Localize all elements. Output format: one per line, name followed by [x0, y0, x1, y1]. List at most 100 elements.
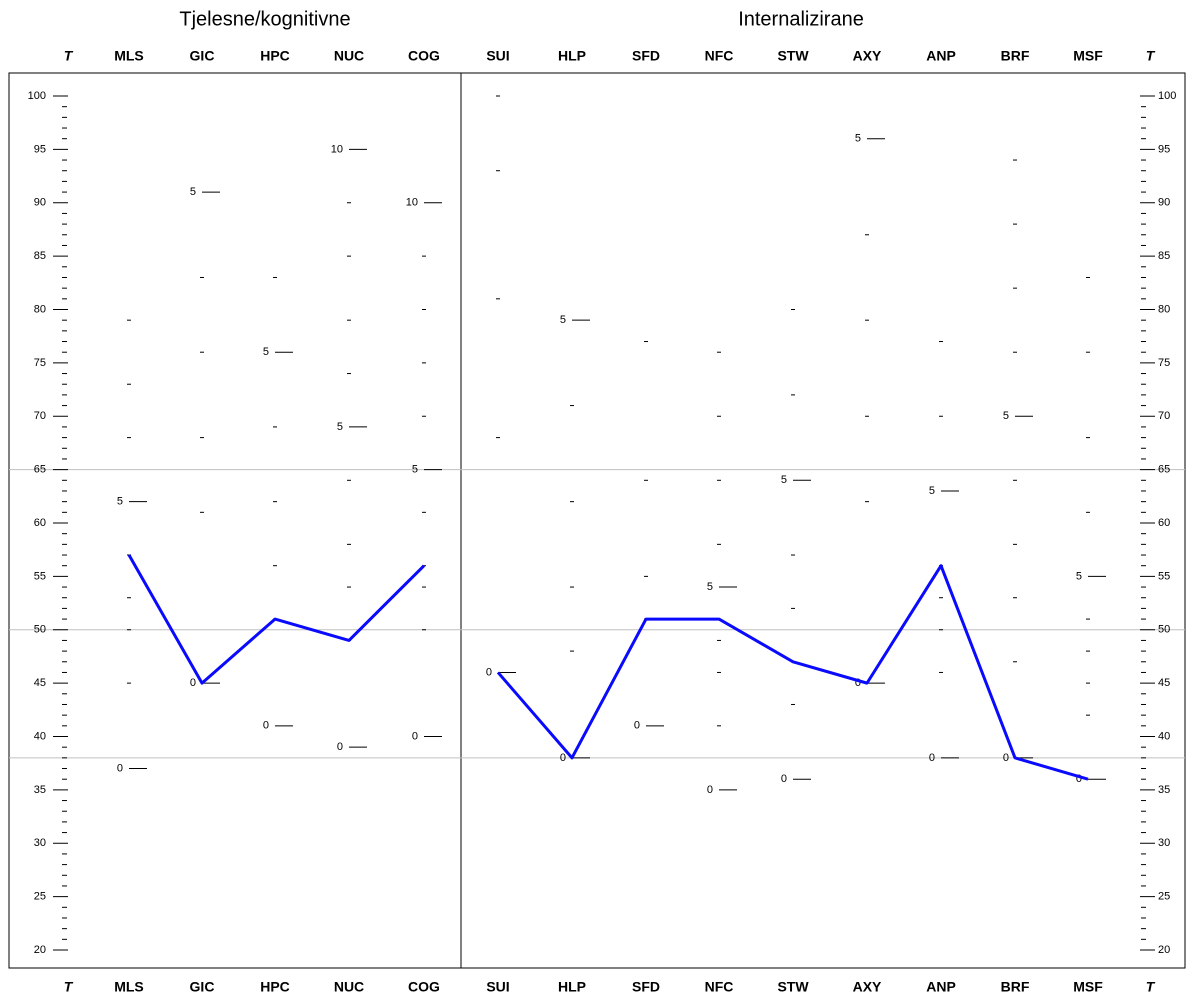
y-tick-label: 80: [1158, 303, 1170, 315]
plot-frame: [8, 72, 1186, 969]
y-tick-label: 35: [34, 784, 46, 796]
axis-label: T: [1146, 48, 1156, 64]
y-tick-label: 65: [34, 464, 46, 476]
profile-line: [496, 564, 1089, 781]
raw-score-label: 5: [263, 346, 269, 358]
scale-footer: ANP: [926, 979, 956, 995]
scale-header: NFC: [705, 48, 734, 64]
scale-footer: NUC: [334, 979, 364, 995]
raw-score-label: 10: [406, 197, 418, 209]
y-tick-label: 100: [28, 90, 46, 102]
y-tick-label: 90: [1158, 197, 1170, 209]
y-tick-label: 50: [1158, 624, 1170, 636]
scale-footer: GIC: [190, 979, 215, 995]
y-tick-label: 75: [1158, 357, 1170, 369]
scale-header: MLS: [114, 48, 144, 64]
raw-score-label: 5: [190, 186, 196, 198]
scale-footer: MLS: [114, 979, 144, 995]
raw-score-label: 5: [929, 485, 935, 497]
scale-header: MSF: [1073, 48, 1103, 64]
scale-header: BRF: [1001, 48, 1030, 64]
y-tick-label: 50: [34, 624, 46, 636]
y-tick-label: 85: [34, 250, 46, 262]
y-tick-label: 45: [34, 677, 46, 689]
scale-footer: HPC: [260, 979, 290, 995]
raw-score-label: 0: [855, 677, 861, 689]
raw-score-label: 5: [412, 464, 418, 476]
y-tick-label: 40: [1158, 730, 1170, 742]
y-tick-label: 40: [34, 730, 46, 742]
y-tick-label: 30: [34, 837, 46, 849]
y-tick-label: 80: [34, 303, 46, 315]
axis-label: T: [64, 979, 74, 995]
scale-header: STW: [777, 48, 809, 64]
raw-score-label: 0: [486, 666, 492, 678]
raw-score-label: 0: [412, 730, 418, 742]
axis-label: T: [64, 48, 74, 64]
raw-score-label: 0: [190, 677, 196, 689]
scale-footer: NFC: [705, 979, 734, 995]
y-tick-label: 65: [1158, 464, 1170, 476]
raw-score-label: 0: [263, 720, 269, 732]
raw-score-label: 5: [117, 496, 123, 508]
raw-score-label: 5: [1003, 410, 1009, 422]
scale-header: SUI: [486, 48, 509, 64]
y-tick-label: 100: [1158, 90, 1176, 102]
raw-score-label: 0: [781, 773, 787, 785]
y-tick-label: 70: [34, 410, 46, 422]
raw-score-label: 5: [707, 581, 713, 593]
y-tick-label: 25: [34, 891, 46, 903]
raw-score-label: 0: [634, 720, 640, 732]
raw-score-label: 5: [337, 421, 343, 433]
y-tick-label: 95: [34, 143, 46, 155]
y-tick-label: 55: [1158, 570, 1170, 582]
scale-footer: SUI: [486, 979, 509, 995]
raw-score-label: 10: [331, 143, 343, 155]
y-tick-label: 60: [34, 517, 46, 529]
raw-score-label: 0: [1076, 773, 1082, 785]
scale-footer: STW: [777, 979, 809, 995]
scale-header: NUC: [334, 48, 364, 64]
group-title: Internalizirane: [738, 8, 864, 30]
y-tick-label: 75: [34, 357, 46, 369]
raw-score-label: 0: [1003, 752, 1009, 764]
y-tick-label: 90: [34, 197, 46, 209]
scale-header: COG: [408, 48, 440, 64]
scale-footer: HLP: [558, 979, 586, 995]
y-tick-label: 45: [1158, 677, 1170, 689]
axis-label: T: [1146, 979, 1156, 995]
group-title: Tjelesne/kognitivne: [179, 8, 350, 30]
y-tick-label: 20: [1158, 944, 1170, 956]
scale-footer: MSF: [1073, 979, 1103, 995]
y-tick-label: 60: [1158, 517, 1170, 529]
raw-score-label: 0: [707, 784, 713, 796]
raw-score-label: 0: [560, 752, 566, 764]
y-tick-label: 30: [1158, 837, 1170, 849]
y-tick-label: 85: [1158, 250, 1170, 262]
scale-header: GIC: [190, 48, 215, 64]
scale-header: SFD: [632, 48, 660, 64]
raw-score-label: 0: [337, 741, 343, 753]
y-tick-label: 20: [34, 944, 46, 956]
raw-score-label: 0: [117, 762, 123, 774]
raw-score-label: 5: [1076, 570, 1082, 582]
raw-score-label: 5: [855, 133, 861, 145]
raw-score-label: 5: [781, 474, 787, 486]
y-tick-label: 55: [34, 570, 46, 582]
scale-header: AXY: [853, 48, 882, 64]
y-tick-label: 70: [1158, 410, 1170, 422]
scale-footer: AXY: [853, 979, 882, 995]
y-tick-label: 95: [1158, 143, 1170, 155]
y-tick-label: 25: [1158, 891, 1170, 903]
y-tick-label: 35: [1158, 784, 1170, 796]
scale-footer: COG: [408, 979, 440, 995]
raw-score-label: 5: [560, 314, 566, 326]
scale-header: ANP: [926, 48, 956, 64]
scale-header: HPC: [260, 48, 290, 64]
profile-line: [127, 554, 426, 685]
scale-footer: BRF: [1001, 979, 1030, 995]
raw-score-label: 0: [929, 752, 935, 764]
scale-footer: SFD: [632, 979, 660, 995]
scale-header: HLP: [558, 48, 586, 64]
